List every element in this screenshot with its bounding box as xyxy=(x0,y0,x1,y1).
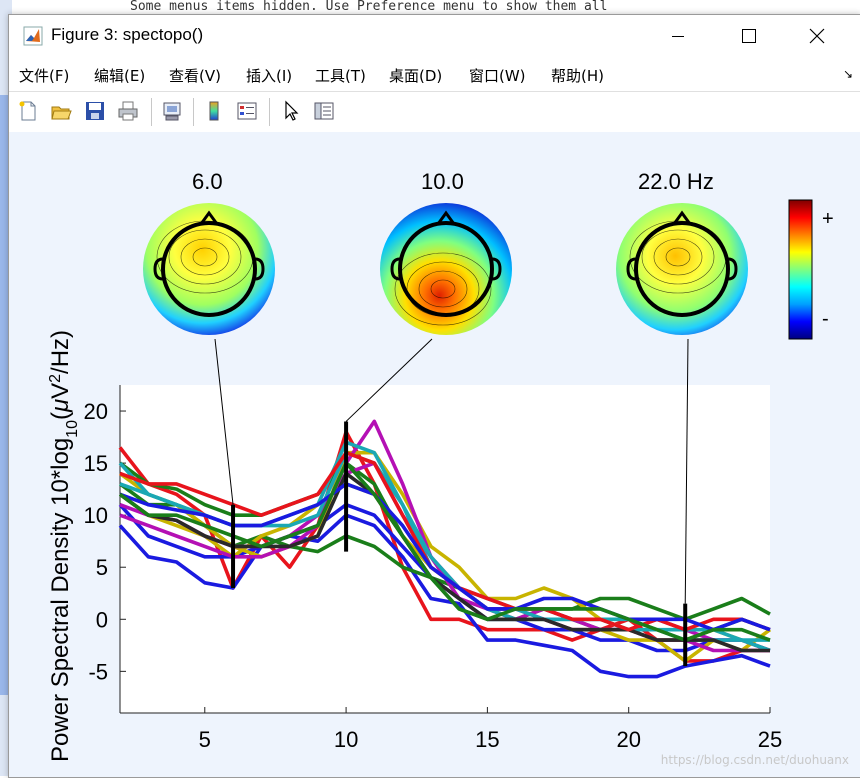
property-inspector-button[interactable] xyxy=(310,97,338,125)
link-plot-button[interactable] xyxy=(158,97,186,125)
save-icon xyxy=(86,102,104,120)
background-strip xyxy=(84,0,860,14)
x-tick-label: 20 xyxy=(616,727,640,752)
y-tick-label: 0 xyxy=(96,607,108,632)
insert-legend-button[interactable] xyxy=(233,97,261,125)
topoplot-connector-line xyxy=(345,338,433,422)
nose-icon xyxy=(672,210,692,225)
toolbar-separator xyxy=(269,98,270,126)
contour-line xyxy=(665,247,691,267)
head-outline xyxy=(161,221,257,317)
background-hint-text: Some menus items hidden. Use Preference … xyxy=(130,0,608,14)
contour-line xyxy=(641,229,715,285)
contour-line xyxy=(653,238,703,276)
y-axis-label: Power Spectral Density 10*log10(μV2/Hz) xyxy=(47,330,81,762)
link-plot-icon xyxy=(163,102,181,121)
y-tick-label: -5 xyxy=(88,659,108,684)
menu-bar: 文件(F) 编辑(E) 查看(V) 插入(I) 工具(T) 桌面(D) 窗口(W… xyxy=(9,59,860,89)
menu-file[interactable]: 文件(F) xyxy=(19,67,70,85)
x-tick-label: 5 xyxy=(199,727,211,752)
menu-tools[interactable]: 工具(T) xyxy=(315,67,366,85)
contour-line xyxy=(394,252,492,326)
head-outline xyxy=(634,221,730,317)
insert-colorbar-button[interactable] xyxy=(200,97,228,125)
topoplot-connector-line xyxy=(684,338,689,604)
topoplot-6hz xyxy=(143,203,275,335)
contour-line xyxy=(418,270,468,308)
print-button[interactable] xyxy=(114,97,142,125)
left-ear-icon xyxy=(390,257,401,281)
y-tick-label: 15 xyxy=(84,451,108,476)
head-outline xyxy=(398,221,494,317)
minimize-icon xyxy=(672,36,684,37)
menu-window[interactable]: 窗口(W) xyxy=(469,67,526,85)
insert-colorbar-icon xyxy=(209,101,219,121)
left-ear-icon xyxy=(153,257,164,281)
contour-line xyxy=(430,279,456,299)
x-tick-label: 25 xyxy=(758,727,782,752)
save-button[interactable] xyxy=(81,97,109,125)
insert-legend-icon xyxy=(237,102,257,120)
colorbar-plus-label: + xyxy=(822,208,834,230)
topoplot-label-10hz: 10.0 xyxy=(421,169,464,194)
topoplot-connector-line xyxy=(214,338,234,505)
series-line-ch15 xyxy=(118,461,771,642)
y-tick-label: 5 xyxy=(96,555,108,580)
figure-toolbar xyxy=(9,91,860,133)
edit-plot-button[interactable] xyxy=(277,97,305,125)
right-ear-icon xyxy=(491,257,502,281)
maximize-button[interactable] xyxy=(713,15,783,59)
close-icon xyxy=(809,28,825,44)
nose-icon xyxy=(199,210,219,225)
close-button[interactable] xyxy=(783,15,853,59)
toolbar-separator xyxy=(151,98,152,126)
menu-insert[interactable]: 插入(I) xyxy=(246,67,293,85)
figure-canvas[interactable]: 6.0 10.0 22.0 Hz + - 5 10 15 20 25 -5 0 5 10 15 20 xyxy=(9,132,860,777)
contour-line xyxy=(192,247,218,267)
figure-window: Figure 3: spectopo() 文件(F) 编辑(E) 查看(V) 插… xyxy=(8,14,860,778)
topoplot-22hz xyxy=(616,203,748,335)
toolbar-separator xyxy=(193,98,194,126)
series-line-ch14 xyxy=(119,482,771,632)
title-bar[interactable]: Figure 3: spectopo() xyxy=(9,15,860,59)
series-line-ch2 xyxy=(118,513,771,679)
menu-help[interactable]: 帮助(H) xyxy=(551,67,604,85)
series-line-ch5 xyxy=(118,461,771,622)
y-tick-label: 10 xyxy=(84,503,108,528)
watermark-text: https://blog.csdn.net/duohuanx xyxy=(660,753,849,767)
nose-icon xyxy=(436,210,456,225)
menu-edit[interactable]: 编辑(E) xyxy=(94,67,146,85)
property-inspector-icon xyxy=(314,102,334,120)
plot-area xyxy=(120,385,770,713)
menu-dock-arrow-icon[interactable]: ↘ xyxy=(842,67,853,81)
new-figure-icon xyxy=(19,101,36,121)
right-ear-icon xyxy=(727,257,738,281)
minimize-button[interactable] xyxy=(643,15,713,59)
x-tick-label: 15 xyxy=(475,727,499,752)
edit-plot-cursor-icon xyxy=(285,100,299,121)
window-title: Figure 3: spectopo() xyxy=(51,25,204,44)
y-tick-label: 20 xyxy=(84,399,108,424)
colorbar xyxy=(788,199,813,340)
open-file-icon xyxy=(51,106,72,120)
topoplot-label-6hz: 6.0 xyxy=(192,169,223,194)
menu-desktop[interactable]: 桌面(D) xyxy=(389,67,443,85)
print-icon xyxy=(118,101,138,121)
contour-line xyxy=(180,238,230,276)
menu-view[interactable]: 查看(V) xyxy=(169,67,221,85)
new-figure-button[interactable] xyxy=(14,97,42,125)
open-file-button[interactable] xyxy=(47,97,75,125)
spectopo-figure: 5 10 15 20 25 -5 0 5 10 15 20 Power Spectral Densi… xyxy=(47,199,813,762)
right-ear-icon xyxy=(254,257,265,281)
series-line-ch12 xyxy=(118,471,770,653)
topoplot-10hz xyxy=(380,203,512,335)
matlab-logo-icon xyxy=(23,26,43,46)
colorbar-minus-label: - xyxy=(822,308,829,330)
contour-line xyxy=(168,229,242,285)
topoplot-label-22hz: 22.0 Hz xyxy=(638,169,714,194)
x-tick-label: 10 xyxy=(334,727,358,752)
maximize-icon xyxy=(742,29,756,43)
left-ear-icon xyxy=(626,257,637,281)
